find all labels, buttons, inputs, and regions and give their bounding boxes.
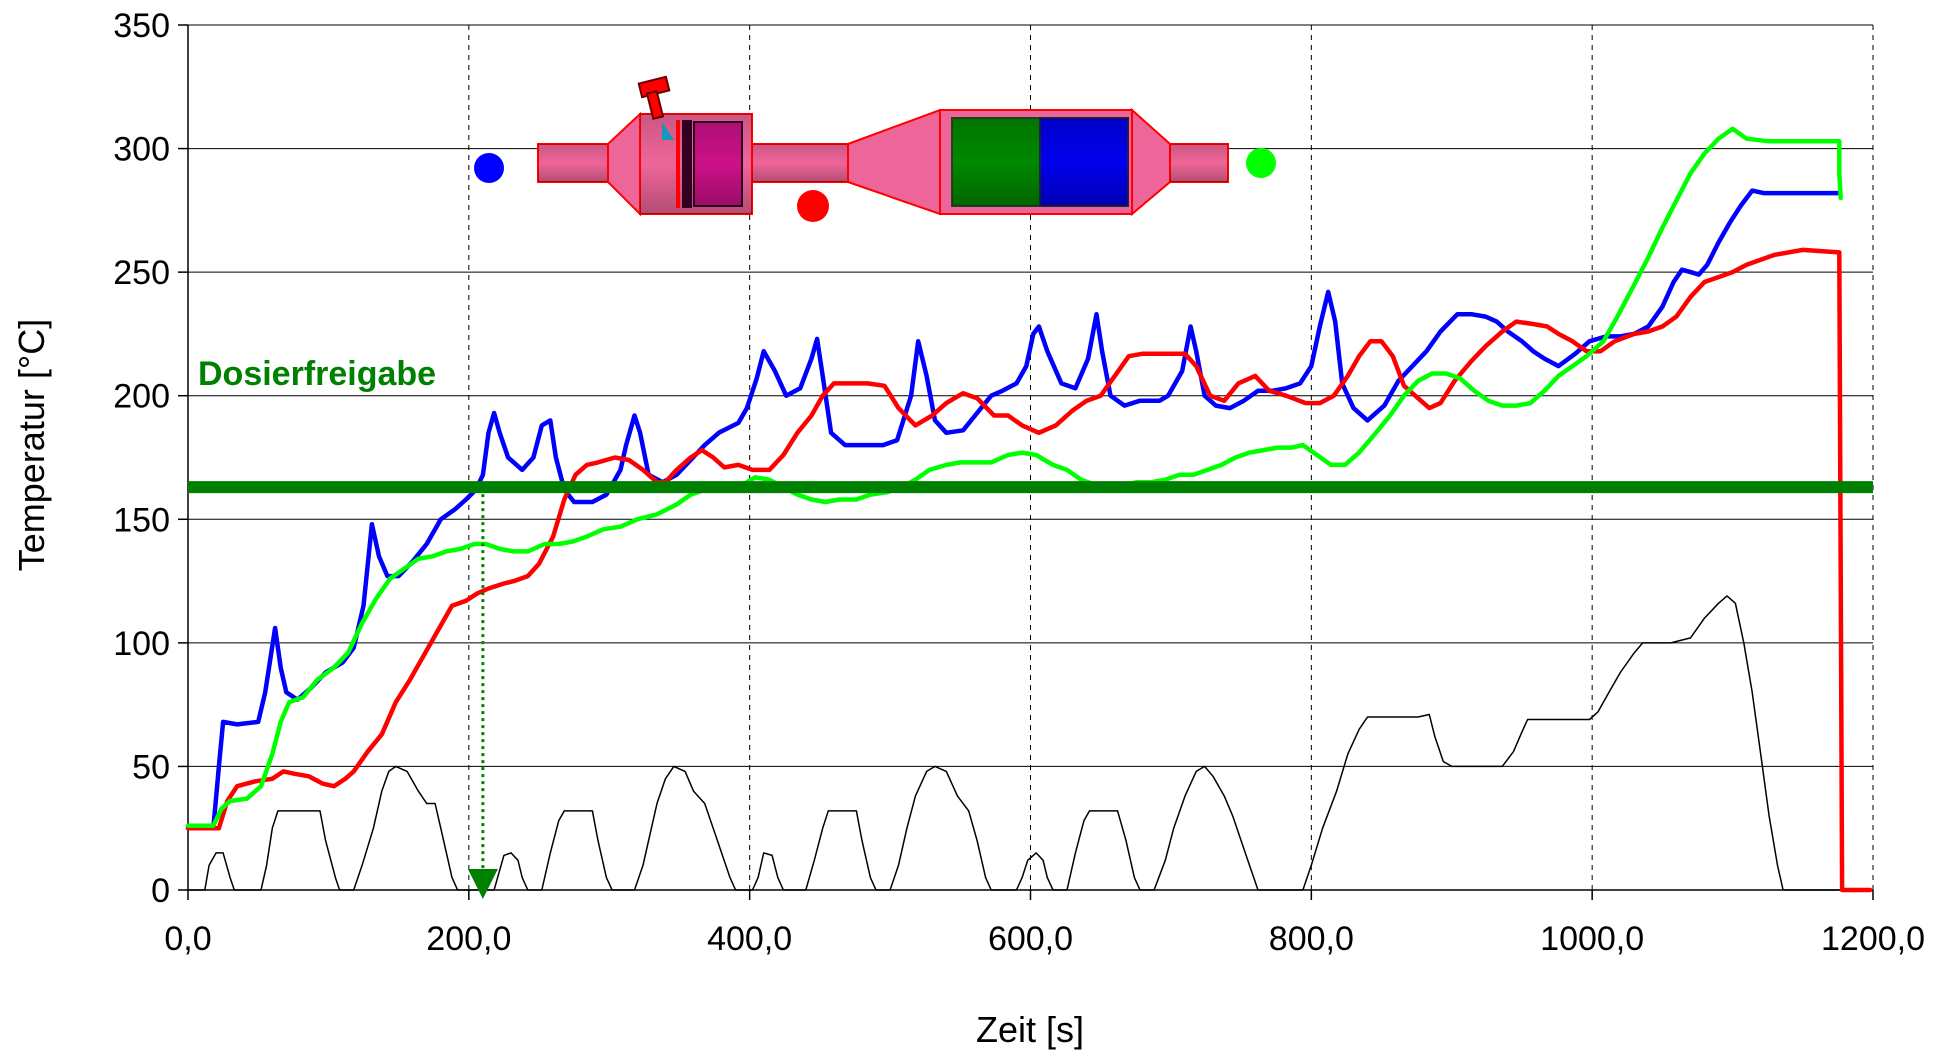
y-tick-label: 300	[113, 131, 170, 169]
y-tick-label: 250	[113, 254, 170, 292]
y-tick-label: 100	[113, 625, 170, 663]
series-layer	[185, 126, 1873, 893]
exhaust-system-diagram	[474, 75, 1276, 222]
x-tick-label: 600,0	[988, 920, 1073, 958]
x-axis-label: Zeit [s]	[976, 1009, 1084, 1050]
second-catalyst-housing	[847, 107, 1171, 217]
outlet-pipe	[1169, 143, 1229, 183]
x-tick-label: 1000,0	[1540, 920, 1644, 958]
x-tick-label: 200,0	[426, 920, 511, 958]
x-tick-label: 1200,0	[1821, 920, 1925, 958]
x-tick-label: 800,0	[1269, 920, 1354, 958]
x-tick-label: 0,0	[164, 920, 211, 958]
sensor-dot-blue	[474, 153, 504, 183]
injector	[637, 75, 674, 140]
y-tick-label: 50	[132, 748, 170, 786]
axes: 0 50 100 150 200 250 300 350 0,0 200,0 400,0 600,0 8…	[113, 7, 1925, 958]
middle-pipe	[751, 143, 849, 183]
y-tick-label: 200	[113, 378, 170, 416]
axis-labels: Zeit [s] Temperatur [°C]	[11, 319, 1084, 1050]
series-line-2	[185, 126, 1843, 828]
y-tick-label: 150	[113, 501, 170, 539]
y-tick-label: 350	[113, 7, 170, 45]
y-axis-label: Temperatur [°C]	[11, 319, 52, 571]
sensor-dot-green	[1246, 148, 1276, 178]
inlet-pipe	[537, 143, 609, 183]
x-tick-label: 400,0	[707, 920, 792, 958]
series-line-1	[185, 247, 1873, 893]
annotation-dosierfreigabe: Dosierfreigabe	[198, 355, 436, 393]
annotation-layer: Dosierfreigabe	[198, 355, 498, 899]
series-line-3	[187, 595, 1841, 891]
series-line-0	[185, 188, 1842, 831]
sensor-dot-red	[797, 190, 829, 222]
first-catalyst-housing	[607, 111, 753, 217]
y-tick-label: 0	[151, 872, 170, 910]
